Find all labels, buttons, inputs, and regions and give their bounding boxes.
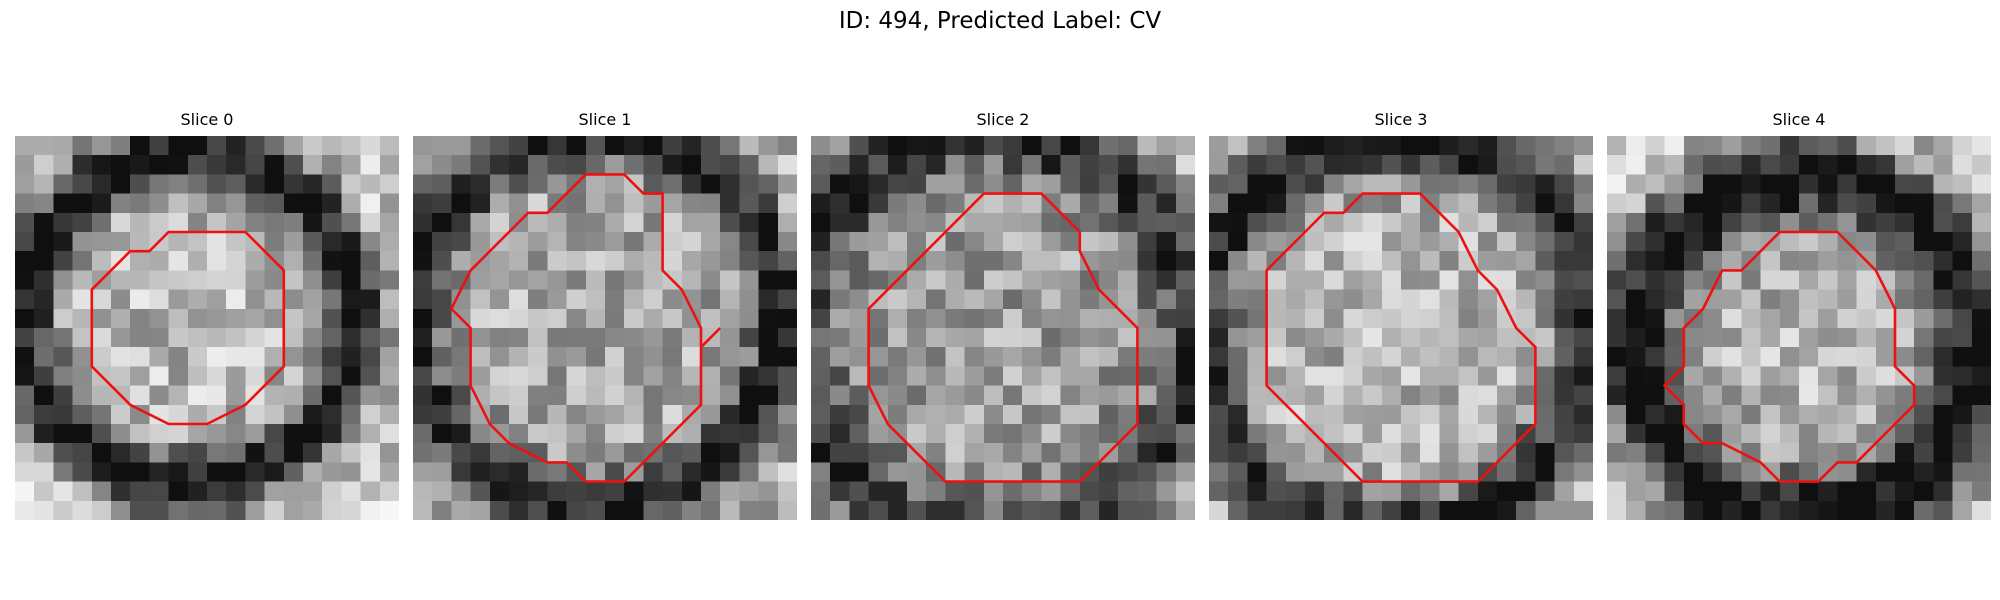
slice-title: Slice 3 (1374, 110, 1428, 129)
slice-image (15, 136, 399, 520)
slice-panel: Slice 3 (1209, 108, 1593, 520)
slice-image (1607, 136, 1991, 520)
segmentation-contour (92, 232, 284, 424)
slice-image (413, 136, 797, 520)
pixel-grid (1607, 136, 1991, 520)
slice-title: Slice 4 (1772, 110, 1826, 129)
pixel-grid (15, 136, 399, 520)
slice-title: Slice 0 (180, 110, 234, 129)
slice-title: Slice 1 (578, 110, 632, 129)
slice-title: Slice 2 (976, 110, 1030, 129)
segmentation-contour (1665, 232, 1915, 482)
segmentation-contour (1267, 194, 1536, 482)
segmentation-contour (869, 194, 1138, 482)
pixel-grid (1209, 136, 1593, 520)
slice-panel: Slice 1 (413, 108, 797, 520)
slice-panel: Slice 2 (811, 108, 1195, 520)
slice-image (1209, 136, 1593, 520)
figure-title: ID: 494, Predicted Label: CV (838, 8, 1162, 34)
pixel-grid (413, 136, 797, 520)
slice-panel: Slice 4 (1607, 108, 1991, 520)
slice-panel: Slice 0 (15, 108, 399, 520)
slice-image (811, 136, 1195, 520)
segmentation-contour (451, 174, 720, 481)
